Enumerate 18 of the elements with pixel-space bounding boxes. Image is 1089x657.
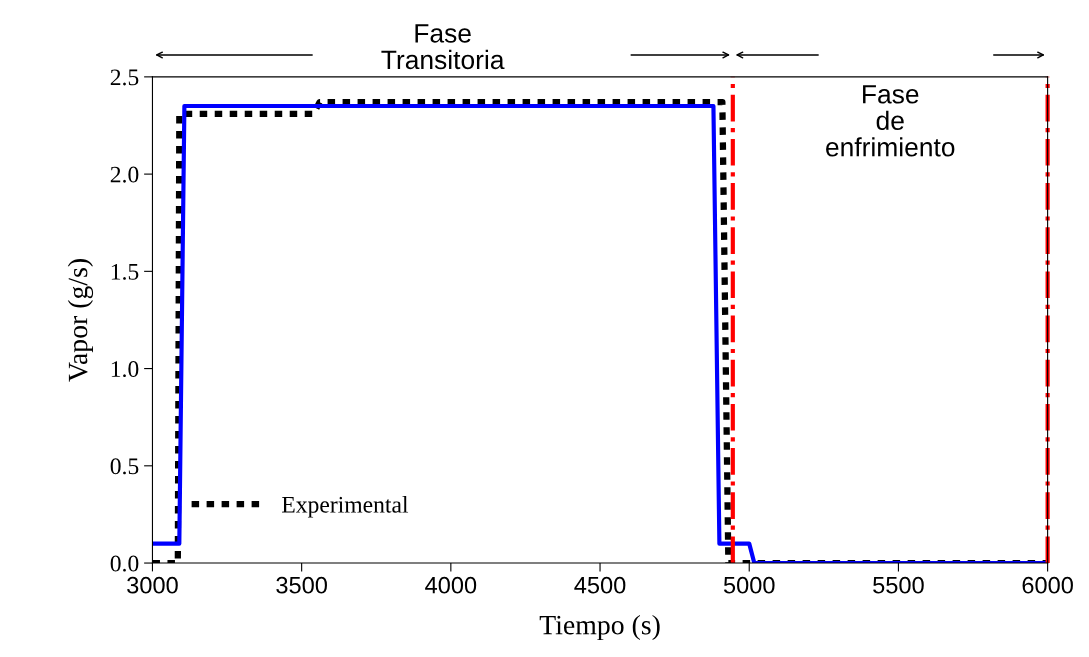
annotation: Fase de enfrimiento bbox=[826, 85, 955, 157]
y-tick-label: 2.0 bbox=[110, 166, 139, 183]
y-tick-label: 0.5 bbox=[110, 458, 139, 475]
x-tick-label: 4000 bbox=[425, 576, 477, 594]
x-tick-label: 5000 bbox=[723, 576, 775, 594]
x-tick-label: 5500 bbox=[873, 576, 924, 594]
y-tick-label: 1.0 bbox=[111, 361, 139, 378]
x-axis-title: Tiempo (s) bbox=[539, 614, 660, 641]
x-tick-label: 3000 bbox=[127, 576, 178, 594]
x-tick-label: 4500 bbox=[574, 576, 626, 594]
y-tick-label: 2.5 bbox=[110, 69, 139, 86]
legend-label: Experimental bbox=[282, 496, 409, 518]
x-tick-label: 3500 bbox=[276, 576, 327, 594]
text: Fase Transitoria bbox=[381, 24, 505, 70]
y-axis-title: Vapor (g/s) bbox=[67, 259, 94, 382]
y-tick-label: 0.0 bbox=[110, 555, 139, 572]
y-tick-label: 1.5 bbox=[111, 263, 139, 280]
x-tick-label: 6000 bbox=[1022, 576, 1073, 594]
